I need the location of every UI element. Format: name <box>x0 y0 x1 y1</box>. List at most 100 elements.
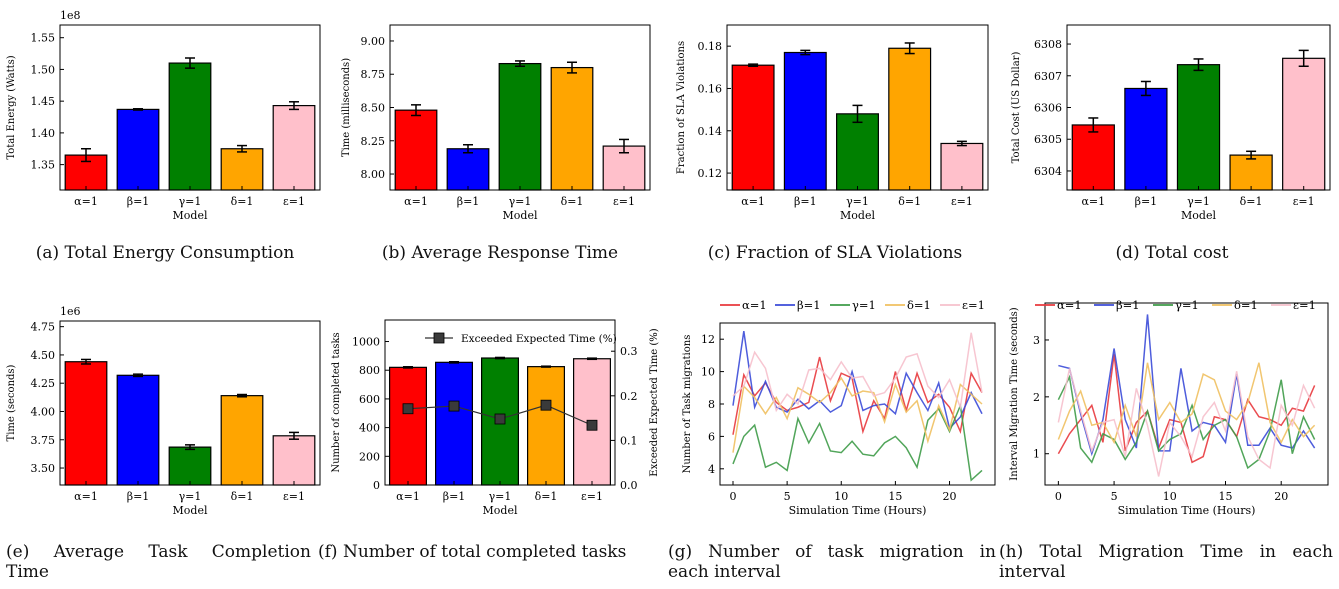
y-tick-label-g: 12 <box>701 333 715 346</box>
y-tick-label-d: 6307 <box>1034 70 1062 83</box>
chart-e-svg: α=1 β=1 γ=1 δ=1 ε=1 3.50 3.75 4.00 4.25 4.50 4.75 1… <box>6 305 321 517</box>
caption-g-line1: (g) Number of task migration in <box>668 542 996 562</box>
bar-a <box>116 108 160 191</box>
y-tick-label-e: 4.25 <box>31 377 56 390</box>
bar-d <box>1124 87 1168 191</box>
x-tick-label-d: δ=1 <box>1240 195 1263 208</box>
chart-panel-d: α=1 β=1 γ=1 δ=1 ε=1 6304 6305 6306 6307 6308 Model… <box>1005 0 1339 235</box>
y-tick-label-h: 3 <box>1033 334 1040 347</box>
y-axis-label-f: Number of completed tasks <box>331 332 342 472</box>
x-tick-label-c: δ=1 <box>898 195 921 208</box>
caption-f: (f) Number of total completed tasks <box>318 542 627 562</box>
y-tick-label-f: 800 <box>359 364 380 377</box>
chart-panel-c: α=1 β=1 γ=1 δ=1 ε=1 0.12 0.14 0.16 0.18 Model Frac… <box>670 0 1000 235</box>
y2-axis-label-f: Exceeded Expected Time (%) <box>649 328 660 477</box>
axis-offset-label-a: 1e8 <box>60 9 81 22</box>
x-tick-label-a: γ=1 <box>179 195 202 208</box>
y-tick-label-g: 6 <box>708 430 715 443</box>
x-tick-label-b: α=1 <box>404 195 428 208</box>
series-line-h <box>1057 374 1316 470</box>
series-line-h <box>1057 362 1316 445</box>
y-tick-label-b: 9.00 <box>361 35 386 48</box>
x-tick-label-b: β=1 <box>457 195 480 208</box>
legend-marker-f <box>433 332 445 344</box>
x-tick-label-c: ε=1 <box>951 195 973 208</box>
bar-a <box>220 148 264 191</box>
bar-f <box>388 366 427 486</box>
x-tick-label-a: β=1 <box>127 195 150 208</box>
chart-panel-g: 0 5 10 15 20 4 6 8 10 12 Simulation Time (Hours) Nu… <box>670 293 1000 523</box>
legend-label-h: δ=1 <box>1234 298 1258 312</box>
x-tick-label-h: 10 <box>1163 490 1177 503</box>
y-tick-label-e: 4.00 <box>31 405 56 418</box>
y-tick-label-a: 1.40 <box>31 127 56 140</box>
y-tick-label-h: 2 <box>1033 391 1040 404</box>
x-axis-label-h: Simulation Time (Hours) <box>1118 504 1256 517</box>
x-axis-label-d: Model <box>1181 209 1216 222</box>
x-tick-label-b: ε=1 <box>613 195 635 208</box>
x-tick-label-g: 0 <box>729 490 736 503</box>
y2-tick-label-f: 0.1 <box>620 434 638 447</box>
line-marker-f <box>540 399 552 411</box>
caption-c: (c) Fraction of SLA Violations <box>707 243 963 263</box>
y-tick-label-d: 6304 <box>1034 165 1062 178</box>
plot-frame-e <box>59 320 321 486</box>
y-tick-label-f: 600 <box>359 393 380 406</box>
chart-h-svg: 0 5 10 15 20 1 2 3 Simulation Time (Hours) Interv… <box>1009 298 1329 517</box>
bar-d <box>1176 64 1221 191</box>
x-axis-label-c: Model <box>840 209 875 222</box>
axis-offset-label-e: 1e6 <box>60 305 81 318</box>
line-marker-f <box>586 419 598 431</box>
bar-c <box>783 51 827 191</box>
y-tick-label-c: 0.18 <box>698 40 723 53</box>
y-axis-label-c: Fraction of SLA Violations <box>676 41 687 174</box>
series-line-g <box>732 330 983 430</box>
y-tick-label-c: 0.14 <box>698 125 723 138</box>
caption-b: (b) Average Response Time <box>381 243 619 263</box>
y-tick-label-g: 8 <box>708 398 715 411</box>
x-tick-label-e: β=1 <box>127 490 150 503</box>
legend-label-h: γ=1 <box>1175 298 1199 312</box>
x-axis-label-b: Model <box>503 209 538 222</box>
bar-f <box>527 366 566 486</box>
plot-frame-c <box>726 24 989 191</box>
y-tick-label-g: 10 <box>701 366 715 379</box>
series-line-g <box>732 356 983 435</box>
x-tick-label-g: 20 <box>943 490 957 503</box>
y-tick-label-f: 200 <box>359 450 380 463</box>
bar-c <box>940 142 984 191</box>
y2-tick-label-f: 0.2 <box>620 390 638 403</box>
x-tick-label-b: δ=1 <box>561 195 584 208</box>
bar-f <box>434 361 473 486</box>
bar-b <box>498 62 542 191</box>
bar-d <box>1282 57 1326 191</box>
x-tick-label-e: ε=1 <box>283 490 305 503</box>
caption-e-line2: Time <box>6 562 49 582</box>
y-axis-label-h: Interval Migration Time (seconds) <box>1009 307 1020 481</box>
chart-c-svg: α=1 β=1 γ=1 δ=1 ε=1 0.12 0.14 0.16 0.18 Model Frac… <box>676 24 989 222</box>
legend-label-g: γ=1 <box>852 298 876 312</box>
bar-d <box>1229 154 1273 191</box>
x-tick-label-f: γ=1 <box>489 490 512 503</box>
bar-d <box>1071 124 1115 191</box>
x-tick-label-a: ε=1 <box>283 195 305 208</box>
y-tick-label-b: 8.25 <box>361 135 386 148</box>
chart-d-svg: α=1 β=1 γ=1 δ=1 ε=1 6304 6305 6306 6307 6308 Model… <box>1011 24 1331 222</box>
y-tick-label-a: 1.55 <box>31 32 56 45</box>
y-axis-label-e: Time (seconds) <box>6 364 17 441</box>
y-tick-label-g: 4 <box>708 463 715 476</box>
bar-b <box>394 109 438 191</box>
legend-label-f: Exceeded Expected Time (%) <box>461 333 617 345</box>
bar-e <box>116 374 160 486</box>
caption-d: (d) Total cost <box>1115 243 1229 263</box>
x-axis-label-f: Model <box>483 504 518 517</box>
chart-a-svg: α=1 β=1 γ=1 δ=1 ε=1 1.35 1.40 1.45 1.50 1.55 1e8 Mo… <box>6 9 321 222</box>
x-tick-label-c: β=1 <box>794 195 817 208</box>
x-tick-label-h: 15 <box>1218 490 1232 503</box>
plot-frame-f <box>384 319 616 486</box>
caption-a: (a) Total Energy Consumption <box>35 243 295 263</box>
series-line-h <box>1057 368 1316 477</box>
legend-label-h: β=1 <box>1116 298 1140 312</box>
x-tick-label-e: δ=1 <box>231 490 254 503</box>
x-tick-label-e: γ=1 <box>179 490 202 503</box>
